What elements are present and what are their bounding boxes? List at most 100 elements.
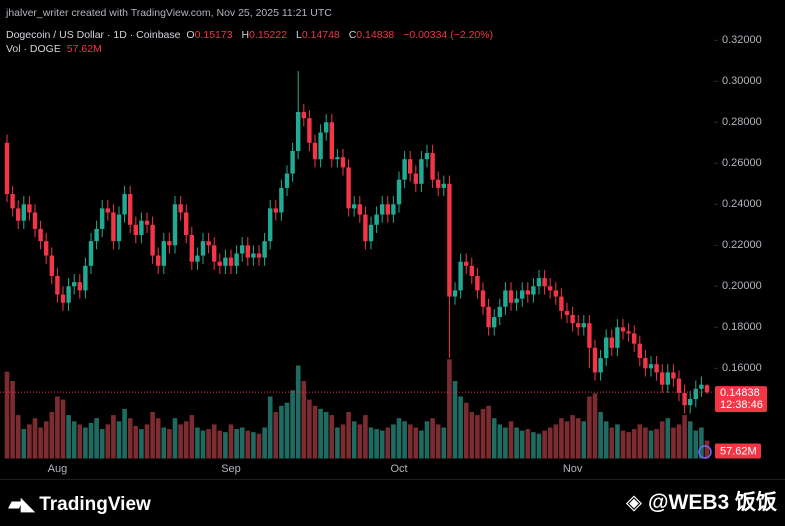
low-label: L (295, 29, 302, 41)
price-tag (715, 386, 767, 413)
volume-bar (301, 381, 307, 459)
candle-body (144, 220, 150, 225)
volume-bar (424, 421, 430, 459)
x-tick-label: Sep (221, 463, 241, 475)
y-tick-label: 0.26000 (722, 157, 762, 169)
candle-body (648, 364, 654, 369)
volume-bar (542, 430, 547, 459)
volume-bar (161, 427, 167, 459)
candle-body (665, 372, 670, 385)
volume-bar (32, 418, 38, 459)
watermark: ◈ @WEB3 饭饭 (625, 491, 777, 514)
candle-body (335, 157, 340, 160)
ohlc: O0.15173 (186, 29, 235, 41)
volume-bar (228, 424, 234, 459)
volume-bar (116, 421, 122, 459)
volume-bar (559, 418, 564, 459)
volume-bar (60, 399, 66, 459)
candle-body (542, 278, 547, 287)
candle-body (256, 253, 262, 258)
volume-bar (38, 427, 43, 459)
candle-body (391, 204, 396, 215)
volume-bar (486, 405, 491, 459)
candle-body (374, 214, 379, 225)
volume-bar (323, 412, 329, 459)
candle-body (284, 173, 290, 188)
volume-bar (514, 427, 519, 459)
candle-body (55, 276, 60, 295)
volume-bar (508, 421, 514, 459)
candle-body (452, 290, 458, 297)
candle-body (94, 228, 99, 242)
volume-bar (676, 424, 682, 459)
x-tick-label: Nov (563, 463, 583, 475)
volume-bar (497, 424, 503, 459)
volume-bar (452, 381, 458, 459)
volume-bar (463, 402, 469, 459)
high-value: 0.15222 (249, 29, 288, 41)
volume-bar (536, 433, 542, 459)
candle-body (212, 245, 217, 262)
volume-bar (570, 415, 575, 459)
caption: jhalver_writer created with TradingView.… (6, 7, 332, 19)
volume-bar (211, 424, 217, 459)
candle-body (564, 310, 570, 315)
change: −0.00334 (−2.20%) (403, 29, 494, 41)
volume-bar (223, 432, 228, 459)
candle-body (436, 179, 441, 188)
volume-bar (318, 408, 323, 459)
candle-body (480, 290, 486, 307)
candle-body (508, 290, 514, 303)
volume-bar (94, 418, 99, 459)
volume-bar (4, 371, 10, 459)
volume-bar (665, 418, 671, 459)
y-tick-label: 0.28000 (722, 116, 762, 128)
candle-body (150, 224, 155, 256)
volume-legend: Vol · DOGE 57.62M (6, 43, 105, 55)
candle-body (486, 306, 491, 328)
candle-body (340, 157, 346, 168)
volume-bar (10, 381, 15, 459)
volume-bar (357, 424, 363, 459)
volume-bar (195, 427, 200, 459)
candle-body (161, 241, 166, 266)
volume-bar (407, 424, 413, 459)
candle-body (88, 241, 94, 266)
volume-bar (391, 424, 396, 459)
legend-line: Dogecoin / US Dollar · 1D · Coinbase O0.… (6, 29, 496, 41)
volume-value: 57.62M (66, 43, 102, 55)
volume-bar (200, 430, 206, 459)
volume-bar (122, 408, 127, 459)
volume-bar (262, 427, 267, 459)
volume-bar (396, 418, 402, 459)
volume-bar (564, 421, 570, 459)
volume-bar (217, 430, 223, 459)
candle-body (385, 204, 390, 215)
volume-bar (699, 427, 704, 459)
candle-body (396, 179, 402, 205)
volume-bar (620, 430, 626, 459)
candle-body (195, 255, 200, 262)
volume-bar (279, 405, 284, 459)
candle-body (329, 122, 334, 160)
volume-bar (346, 412, 351, 459)
volume-bar (553, 424, 559, 459)
volume-bar (430, 418, 435, 459)
candle-body (66, 286, 71, 303)
volume-bar (239, 427, 245, 459)
volume-bar (335, 427, 340, 459)
candle-body (632, 333, 637, 344)
y-tick-label: 0.16000 (722, 362, 762, 374)
candle-body (206, 241, 211, 246)
volume-bar (598, 412, 603, 459)
candle-body (105, 208, 110, 213)
open-label: O (186, 29, 195, 41)
ohlc: L0.14748 (296, 29, 343, 41)
volume-tag-value: 57.62M (720, 445, 757, 457)
candle-body (469, 265, 474, 277)
candle-body (497, 306, 502, 318)
logo-text: TradingView (39, 494, 151, 515)
candle-body (676, 378, 682, 393)
